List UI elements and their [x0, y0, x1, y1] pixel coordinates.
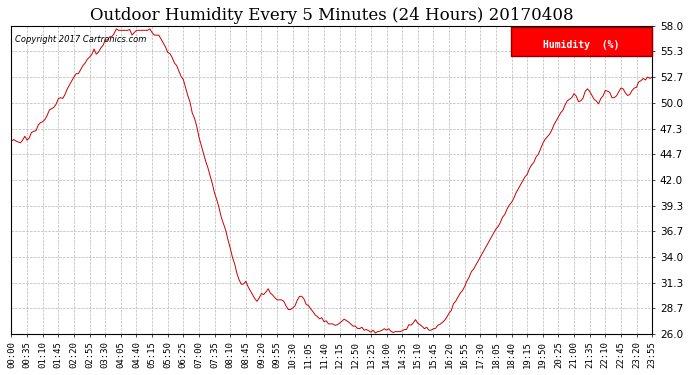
Text: Humidity  (%): Humidity (%)	[544, 40, 620, 50]
Text: Copyright 2017 Cartronics.com: Copyright 2017 Cartronics.com	[14, 35, 146, 44]
Title: Outdoor Humidity Every 5 Minutes (24 Hours) 20170408: Outdoor Humidity Every 5 Minutes (24 Hou…	[90, 7, 573, 24]
FancyBboxPatch shape	[511, 27, 652, 56]
